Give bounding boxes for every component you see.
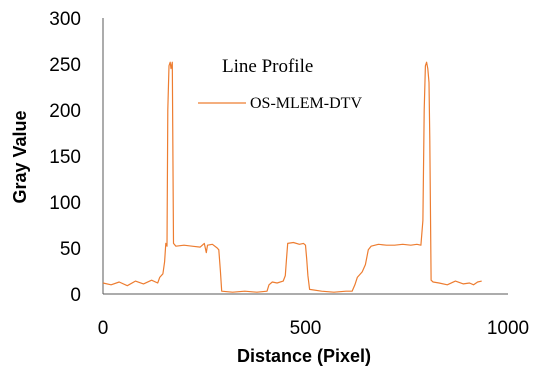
series-line-os-mlem-dtv (102, 61, 482, 293)
y-axis-title: Gray Value (10, 110, 30, 203)
x-tick-label: 0 (98, 318, 109, 339)
y-tick-label: 0 (70, 285, 81, 306)
chart-title: Line Profile (222, 56, 313, 77)
x-tick-label: 1000 (487, 318, 529, 339)
y-tick-label: 50 (60, 239, 81, 260)
y-tick-labels: 0 50 100 150 200 250 300 (49, 9, 81, 306)
y-tick-label: 300 (49, 9, 81, 30)
x-tick-label: 500 (290, 318, 322, 339)
legend-label: OS-MLEM-DTV (250, 95, 362, 112)
y-tick-label: 200 (49, 101, 81, 122)
x-tick-labels: 0 500 1000 (98, 318, 529, 339)
y-tick-label: 100 (49, 193, 81, 214)
y-tick-label: 250 (49, 55, 81, 76)
y-tick-label: 150 (49, 147, 81, 168)
x-axis-title: Distance (Pixel) (237, 346, 371, 366)
